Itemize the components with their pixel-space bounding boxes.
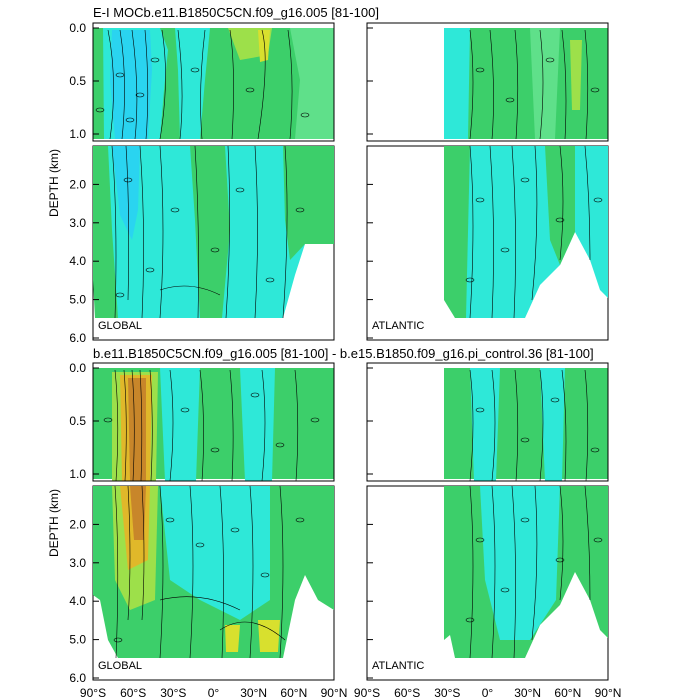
chart-1-global-upper-contours [95, 29, 310, 140]
global-x-tick-label: 90°N [321, 686, 348, 700]
chart-1-atlantic-lower-contours [465, 145, 603, 319]
chart-2-global-upper-field-hot [128, 378, 146, 481]
chart-2-global-upper-contours [103, 369, 320, 482]
chart-1-global-upper-field-green [290, 28, 334, 139]
chart-1-title: E-I MOCb.e11.B1850C5CN.f09_g16.005 [81-1… [93, 5, 379, 20]
chart-2-global-lower-field-hot [130, 486, 146, 540]
chart-2-y-tick-label: 0.5 [69, 414, 86, 428]
global-x-tick-label: 60°N [280, 686, 307, 700]
chart-2-global-upper-panel [92, 362, 335, 482]
chart-1-global-upper-field-light [175, 28, 210, 139]
global-x-tick-label: 0° [208, 686, 220, 700]
chart-1-y-tick-label: 6.0 [69, 331, 86, 345]
chart-2-y-tick-label: 1.0 [69, 467, 86, 481]
chart-1-y-axis-title: DEPTH (km) [47, 149, 61, 217]
atlantic-x-tick-label: 30°N [514, 686, 541, 700]
chart-1-global-lower-field-green2 [190, 146, 230, 318]
chart-1-global-lower-field-green3 [283, 146, 334, 260]
chart-1-atlantic-lower-field-green [444, 146, 470, 318]
global-x-tick-label: 90°S [80, 686, 106, 700]
chart-2-y-tick-label: 0.0 [69, 361, 86, 375]
chart-2-atlantic-lower-panel: ATLANTIC [366, 485, 609, 681]
atlantic-x-tick-label: 90°N [595, 686, 622, 700]
chart-2-global-lower-panel: GLOBAL [92, 485, 335, 681]
chart-2-global-lower-field-yellow2 [225, 625, 240, 652]
chart-2-global-lower-field-cyan [160, 486, 270, 620]
chart-1-atlantic-lower-field-green2 [545, 146, 575, 265]
global-x-tick-label: 30°N [240, 686, 267, 700]
chart-2-global-lower-field-yellow [258, 620, 280, 652]
atlantic-x-tick-label: 30°S [434, 686, 460, 700]
chart-2-atlantic-upper-panel [366, 362, 609, 482]
chart-2-atlantic-region-label: ATLANTIC [372, 660, 424, 672]
chart-1-global-upper-field-deep [110, 30, 152, 139]
chart-1-y-tick-label: 5.0 [69, 293, 86, 307]
atlantic-x-tick-label: 90°S [354, 686, 380, 700]
chart-1-atlantic-upper-field-cyan [444, 28, 470, 139]
chart-1-global-lower-field-deep [112, 146, 140, 240]
atlantic-x-tick-label: 60°S [394, 686, 420, 700]
chart-2-atlantic-upper-contours [469, 369, 600, 482]
atlantic-x-tick-label: 60°N [554, 686, 581, 700]
atlantic-x-tick-label: 0° [482, 686, 494, 700]
chart-2-atlantic-upper-field-cyan2 [540, 368, 565, 481]
chart-2-y-tick-label: 4.0 [69, 594, 86, 608]
chart-2-atlantic-upper-field-cyan [470, 368, 500, 481]
chart-1-atlantic-upper-field-light [530, 28, 560, 139]
chart-2-y-tick-label: 6.0 [69, 671, 86, 685]
chart-1-y-tick-label: 0.0 [69, 21, 86, 35]
chart-1-atlantic-upper-contours [469, 29, 600, 140]
chart-1-atlantic-lower-panel: ATLANTIC [366, 145, 609, 341]
x-axis-layer: 90°S 60°S 30°S 0° 30°N 60°N 90°N 90°S 60°S 30°S 0°… [80, 686, 621, 700]
chart-1-y-tick-label: 0.5 [69, 74, 86, 88]
chart-1-global-region-label: GLOBAL [98, 320, 142, 332]
chart-1-atlantic-upper-panel [366, 22, 609, 142]
chart-1-atlantic-upper-field-pos [570, 40, 582, 110]
chart-1-y-tick-label: 2.0 [69, 177, 86, 191]
chart-2-y-tick-label: 5.0 [69, 633, 86, 647]
chart-1-global-upper-field-pos2 [258, 30, 270, 62]
global-x-tick-label: 30°S [160, 686, 186, 700]
chart-1-global-upper-panel [92, 22, 335, 142]
chart-2-atlantic-lower-field-cyan [480, 486, 560, 640]
chart-1-global-lower-panel: GLOBAL [92, 145, 335, 341]
chart-1-global-lower-contours [111, 145, 305, 319]
global-x-tick-label: 60°S [120, 686, 146, 700]
chart-1-y-tick-label: 4.0 [69, 254, 86, 268]
chart-2-atlantic-lower-contours [465, 485, 603, 659]
chart-1-y-tick-label: 3.0 [69, 216, 86, 230]
chart-2-global-upper-field-cyan2 [240, 368, 275, 481]
chart-2-title: b.e11.B1850C5CN.f09_g16.005 [81-100] - b… [93, 346, 594, 361]
chart-2-y-axis-title: DEPTH (km) [47, 489, 61, 557]
chart-2-y-tick-label: 3.0 [69, 556, 86, 570]
chart-2-global-region-label: GLOBAL [98, 660, 142, 672]
chart-2-y-tick-label: 2.0 [69, 517, 86, 531]
chart-2-global-upper-field-cyan [160, 368, 200, 481]
chart-1-global-lower-field-green [93, 146, 118, 318]
chart-1-atlantic-region-label: ATLANTIC [372, 320, 424, 332]
chart-1-y-tick-label: 1.0 [69, 127, 86, 141]
y-axis-layer: 0.0 0.5 1.0 2.0 3.0 4.0 5.0 6.0 0.0 0.5 1.0 2.0 3.0 4… [69, 21, 373, 685]
chart-2-global-lower-contours [113, 485, 305, 659]
